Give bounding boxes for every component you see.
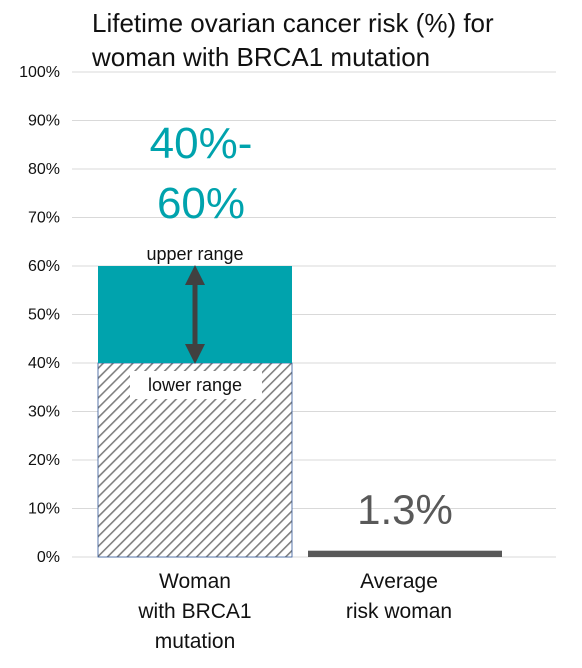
y-tick-label-0: 0% [37, 549, 60, 566]
lower-range-label-bg [130, 371, 262, 399]
y-tick-label-90: 90% [28, 113, 60, 130]
y-tick-label-80: 80% [28, 161, 60, 178]
y-tick-label-30: 30% [28, 404, 60, 421]
value-label-average: 1.3% [357, 486, 453, 533]
lower-range-label: lower range [148, 375, 242, 395]
x-category-label-1-0: Average [360, 570, 438, 593]
chart-title-line-1: Lifetime ovarian cancer risk (%) for [92, 8, 494, 38]
x-category-label-0-2: mutation [155, 630, 236, 653]
bar-average-risk [308, 550, 502, 557]
chart-title: Lifetime ovarian cancer risk (%) for wom… [92, 6, 572, 74]
upper-range-label: upper range [146, 244, 243, 264]
y-tick-label-20: 20% [28, 452, 60, 469]
x-category-label-1-1: risk woman [346, 600, 452, 623]
value-label-brca1-0: 40%- [150, 119, 253, 168]
y-tick-label-40: 40% [28, 355, 60, 372]
x-category-label-0-1: with BRCA1 [137, 600, 251, 623]
value-label-brca1-1: 60% [157, 179, 245, 228]
y-tick-label-100: 100% [19, 64, 60, 81]
chart-title-line-2: woman with BRCA1 mutation [92, 42, 431, 72]
y-tick-label-70: 70% [28, 210, 60, 227]
x-category-label-0-0: Woman [159, 570, 231, 593]
y-tick-label-50: 50% [28, 307, 60, 324]
y-tick-label-10: 10% [28, 501, 60, 518]
y-tick-label-60: 60% [28, 258, 60, 275]
